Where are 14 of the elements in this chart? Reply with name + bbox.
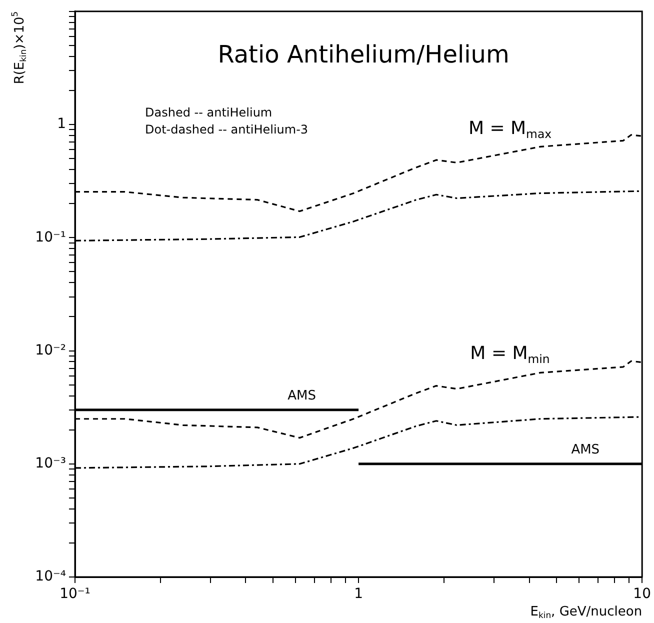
y-tick-label: 10⁻² (35, 342, 66, 358)
annotation: Dot-dashed -- antiHelium-3 (145, 122, 308, 137)
y-axis-title: R(Ekin)×105 (10, 11, 28, 84)
x-tick-label: 1 (354, 586, 364, 602)
text: Ratio Antihelium/Helium (218, 40, 510, 69)
y-tick-label: 10⁻¹ (35, 229, 66, 246)
x-tick-label: 10⁻¹ (60, 586, 90, 602)
series-label: AMS (571, 442, 600, 458)
series-label: AMS (288, 388, 316, 404)
y-tick-label: 1 (57, 116, 66, 132)
y-tick-label: 10⁻⁴ (35, 568, 66, 585)
x-tick-label: 10 (633, 586, 652, 602)
annotation: Dashed -- antiHelium (145, 106, 272, 120)
y-tick-label: 10⁻³ (35, 456, 66, 472)
